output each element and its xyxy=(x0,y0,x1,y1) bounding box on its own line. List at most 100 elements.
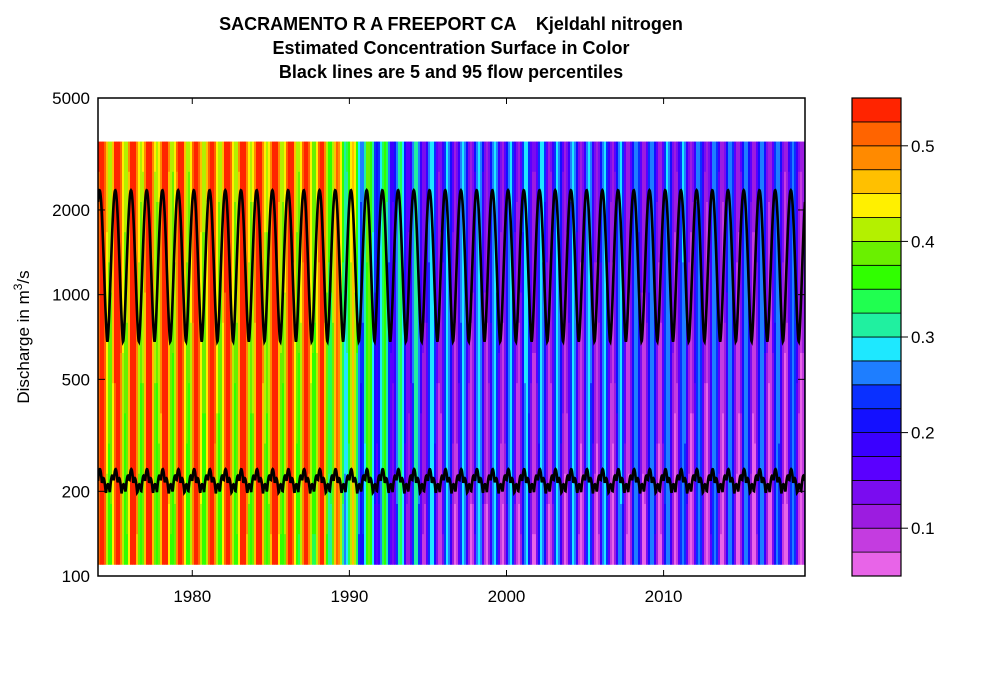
surface-cell xyxy=(556,262,559,293)
surface-cell xyxy=(200,141,203,173)
surface-cell xyxy=(480,443,483,475)
surface-cell xyxy=(352,171,355,203)
surface-cell xyxy=(348,262,351,293)
surface-cell xyxy=(422,383,425,414)
surface-cell xyxy=(672,171,675,203)
surface-cell xyxy=(634,232,637,263)
surface-cell xyxy=(480,141,483,173)
surface-cell xyxy=(200,201,203,233)
surface-cell xyxy=(306,503,309,535)
surface-cell xyxy=(552,473,555,505)
surface-cell xyxy=(112,534,115,565)
surface-cell xyxy=(134,534,137,565)
surface-cell xyxy=(440,292,443,324)
surface-cell xyxy=(540,383,543,414)
surface-cell xyxy=(276,383,279,414)
surface-cell xyxy=(462,413,465,444)
surface-cell xyxy=(384,503,387,535)
surface-cell xyxy=(790,141,793,173)
surface-cell xyxy=(126,534,129,565)
surface-cell xyxy=(788,232,791,263)
surface-cell xyxy=(718,503,721,535)
surface-cell xyxy=(364,141,367,173)
surface-cell xyxy=(362,141,365,173)
surface-cell xyxy=(300,383,303,414)
surface-cell xyxy=(646,292,649,324)
surface-cell xyxy=(680,503,683,535)
surface-cell xyxy=(464,141,467,173)
surface-cell xyxy=(472,473,475,505)
surface-cell xyxy=(736,141,739,173)
surface-cell xyxy=(348,443,351,475)
surface-cell xyxy=(780,503,783,535)
surface-cell xyxy=(150,171,153,203)
surface-cell xyxy=(756,473,759,505)
surface-cell xyxy=(736,262,739,293)
surface-cell xyxy=(258,262,261,293)
surface-cell xyxy=(142,473,145,505)
surface-cell xyxy=(666,292,669,324)
surface-cell xyxy=(758,201,761,233)
surface-cell xyxy=(228,171,231,203)
surface-cell xyxy=(568,503,571,535)
surface-cell xyxy=(394,503,397,535)
surface-cell xyxy=(638,443,641,475)
surface-cell xyxy=(334,413,337,444)
surface-cell xyxy=(406,413,409,444)
surface-cell xyxy=(720,383,723,414)
surface-cell xyxy=(548,413,551,444)
surface-cell xyxy=(582,503,585,535)
surface-cell xyxy=(640,503,643,535)
surface-cell xyxy=(536,413,539,444)
surface-cell xyxy=(702,443,705,475)
surface-cell xyxy=(292,201,295,233)
flow-percentile-lines xyxy=(98,187,805,497)
surface-cell xyxy=(508,141,511,173)
surface-cell xyxy=(510,322,513,354)
surface-cell xyxy=(406,352,409,384)
surface-cell xyxy=(656,413,659,444)
surface-cell xyxy=(392,322,395,354)
surface-cell xyxy=(526,262,529,293)
surface-cell xyxy=(432,534,435,565)
surface-cell xyxy=(680,232,683,263)
surface-cell xyxy=(650,141,653,173)
surface-cell xyxy=(674,141,677,173)
surface-cell xyxy=(256,322,259,354)
surface-cell xyxy=(578,171,581,203)
surface-cell xyxy=(744,262,747,293)
surface-cell xyxy=(188,534,191,565)
surface-cell xyxy=(430,352,433,384)
surface-cell xyxy=(568,383,571,414)
surface-cell xyxy=(764,141,767,173)
surface-cell xyxy=(728,171,731,203)
surface-cell xyxy=(388,141,391,173)
surface-cell xyxy=(316,292,319,324)
surface-cell xyxy=(136,232,139,263)
surface-cell xyxy=(540,503,543,535)
surface-cell xyxy=(344,141,347,173)
surface-cell xyxy=(790,352,793,384)
surface-cell xyxy=(792,322,795,354)
surface-cell xyxy=(406,171,409,203)
surface-cell xyxy=(302,171,305,203)
surface-cell xyxy=(648,322,651,354)
surface-cell xyxy=(552,322,555,354)
surface-cell xyxy=(736,383,739,414)
surface-cell xyxy=(548,443,551,475)
surface-cell xyxy=(162,262,165,293)
surface-cell xyxy=(134,201,137,233)
surface-cell xyxy=(782,352,785,384)
surface-cell xyxy=(120,201,123,233)
surface-cell xyxy=(718,141,721,173)
surface-cell xyxy=(252,322,255,354)
surface-cell xyxy=(404,534,407,565)
surface-cell xyxy=(670,352,673,384)
surface-cell xyxy=(714,262,717,293)
surface-cell xyxy=(402,322,405,354)
surface-cell xyxy=(488,503,491,535)
surface-cell xyxy=(390,141,393,173)
surface-cell xyxy=(598,292,601,324)
surface-cell xyxy=(474,352,477,384)
surface-cell xyxy=(420,413,423,444)
